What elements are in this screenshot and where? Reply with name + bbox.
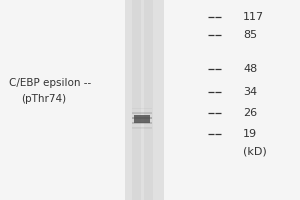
Bar xyxy=(132,128,152,129)
Bar xyxy=(124,0,164,200)
Text: 34: 34 xyxy=(243,87,257,97)
Text: 48: 48 xyxy=(243,64,257,74)
Bar xyxy=(134,115,150,123)
Bar xyxy=(132,118,152,119)
Bar xyxy=(132,117,152,118)
Bar xyxy=(132,112,152,113)
Text: (pThr74): (pThr74) xyxy=(21,94,66,104)
Bar xyxy=(132,113,152,114)
Bar xyxy=(132,122,152,123)
Text: C/EBP epsilon --: C/EBP epsilon -- xyxy=(9,78,91,88)
Bar xyxy=(132,123,152,124)
Bar xyxy=(144,0,153,200)
Text: (kD): (kD) xyxy=(243,147,267,157)
Bar xyxy=(132,0,141,200)
Bar xyxy=(132,127,152,128)
Text: 85: 85 xyxy=(243,30,257,40)
Bar xyxy=(132,108,152,109)
Text: 117: 117 xyxy=(243,12,264,22)
Text: 19: 19 xyxy=(243,129,257,139)
Text: 26: 26 xyxy=(243,108,257,118)
